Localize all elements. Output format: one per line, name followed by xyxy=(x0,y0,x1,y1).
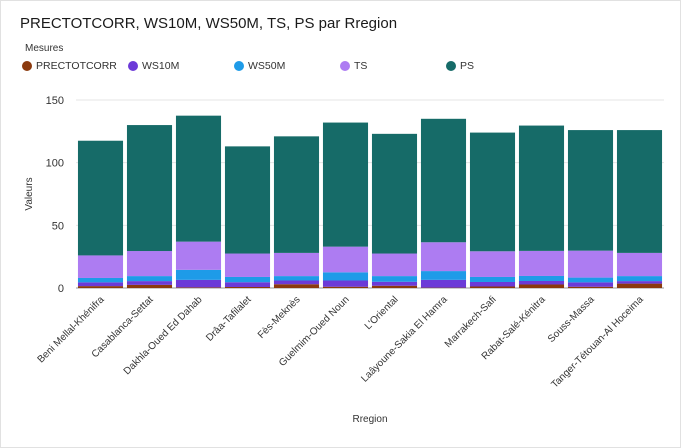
bar-segment xyxy=(371,276,418,282)
legend-swatch xyxy=(446,61,456,71)
bar-segment xyxy=(77,140,124,256)
legend-swatch xyxy=(340,61,350,71)
bar-segment xyxy=(567,282,614,287)
bar-segment xyxy=(616,276,663,282)
bar-segment xyxy=(273,280,320,285)
bar-segment xyxy=(567,286,614,288)
bar-segment xyxy=(126,284,173,288)
bar-segment xyxy=(175,279,222,288)
bar-segment xyxy=(175,241,222,270)
bar-segment xyxy=(518,280,565,285)
bar-segment xyxy=(126,251,173,277)
bar-segment xyxy=(371,253,418,277)
bar-segment xyxy=(224,253,271,277)
bar-segment xyxy=(469,276,516,282)
bar-segment xyxy=(224,276,271,283)
bar-segment xyxy=(469,281,516,287)
legend-swatch xyxy=(234,61,244,71)
bar-segment xyxy=(77,282,124,287)
x-axis-label: Rregion xyxy=(352,414,387,425)
legend-label: TS xyxy=(354,60,368,72)
legend-label: WS10M xyxy=(142,60,180,72)
bar-segment xyxy=(175,115,222,242)
bar-segment xyxy=(224,282,271,287)
bar-segment xyxy=(518,125,565,251)
y-axis-label: Valeurs xyxy=(24,177,35,210)
bar-segment xyxy=(322,246,369,273)
x-tick-label: Marrakech-Safi xyxy=(443,294,499,350)
bar-segment xyxy=(77,286,124,288)
y-tick-label: 150 xyxy=(46,95,64,107)
bar-segment xyxy=(273,284,320,288)
bar-segment xyxy=(567,130,614,251)
y-tick-label: 0 xyxy=(58,283,64,295)
bar-segment xyxy=(616,283,663,288)
bar-segment xyxy=(616,281,663,284)
legend-item-ts[interactable]: TS xyxy=(340,59,367,73)
legend-title: Mesures xyxy=(25,43,64,54)
bar-segment xyxy=(469,286,516,288)
legend-swatch xyxy=(128,61,138,71)
bar-segment xyxy=(322,122,369,247)
chart-title: PRECTOTCORR, WS10M, WS50M, TS, PS par Rr… xyxy=(20,15,398,32)
y-tick-label: 100 xyxy=(46,158,64,170)
bar-segment xyxy=(616,252,663,277)
bar-segment xyxy=(126,276,173,282)
bar-segment xyxy=(273,136,320,253)
legend-item-ws50m[interactable]: WS50M xyxy=(234,59,285,73)
bar-segment xyxy=(322,272,369,281)
bar-segment xyxy=(126,125,173,252)
x-tick-label: L'Oriental xyxy=(363,294,401,332)
bar-segment xyxy=(273,252,320,277)
bar-segment xyxy=(77,277,124,283)
y-tick-label: 50 xyxy=(52,220,64,232)
bar-segment xyxy=(469,251,516,277)
bar-segment xyxy=(518,250,565,276)
bar-segment xyxy=(371,281,418,286)
bar-segment xyxy=(616,130,663,253)
legend-item-prectotcorr[interactable]: PRECTOTCORR xyxy=(22,59,117,73)
bar-segment xyxy=(273,276,320,281)
bar-segment xyxy=(420,118,467,243)
bar-segment xyxy=(175,287,222,288)
legend-label: WS50M xyxy=(248,60,286,72)
bar-segment xyxy=(175,269,222,280)
bar-segment xyxy=(420,271,467,280)
bar-segment xyxy=(420,242,467,272)
x-tick-label: Fès-Meknès xyxy=(256,294,303,341)
bar-segment xyxy=(77,255,124,278)
legend-item-ps[interactable]: PS xyxy=(446,59,474,73)
bar-segment xyxy=(518,275,565,281)
bar-segment xyxy=(518,284,565,288)
legend-label: PRECTOTCORR xyxy=(36,60,117,72)
bar-segment xyxy=(322,280,369,287)
bar-segment xyxy=(567,250,614,278)
bar-segment xyxy=(567,277,614,283)
x-tick-label: Drâa-Tafilalet xyxy=(204,294,254,344)
bar-segment xyxy=(371,285,418,288)
bar-segment xyxy=(322,286,369,288)
legend-label: PS xyxy=(460,60,475,72)
legend-item-ws10m[interactable]: WS10M xyxy=(128,59,179,73)
x-tick-label: Laâyoune-Sakia El Hamra xyxy=(359,294,450,385)
bar-segment xyxy=(469,132,516,252)
bar-segment xyxy=(420,279,467,288)
bar-segment xyxy=(371,133,418,254)
legend-swatch xyxy=(22,61,32,71)
x-tick-label: Souss-Massa xyxy=(546,294,597,345)
bar-segment xyxy=(126,281,173,285)
x-tick-label: Tanger-Tétouan-Al Hoceima xyxy=(549,294,646,391)
x-tick-label: Dakhla-Oued Ed Dahab xyxy=(122,294,205,377)
bar-segment xyxy=(224,286,271,288)
bar-segment xyxy=(224,146,271,254)
